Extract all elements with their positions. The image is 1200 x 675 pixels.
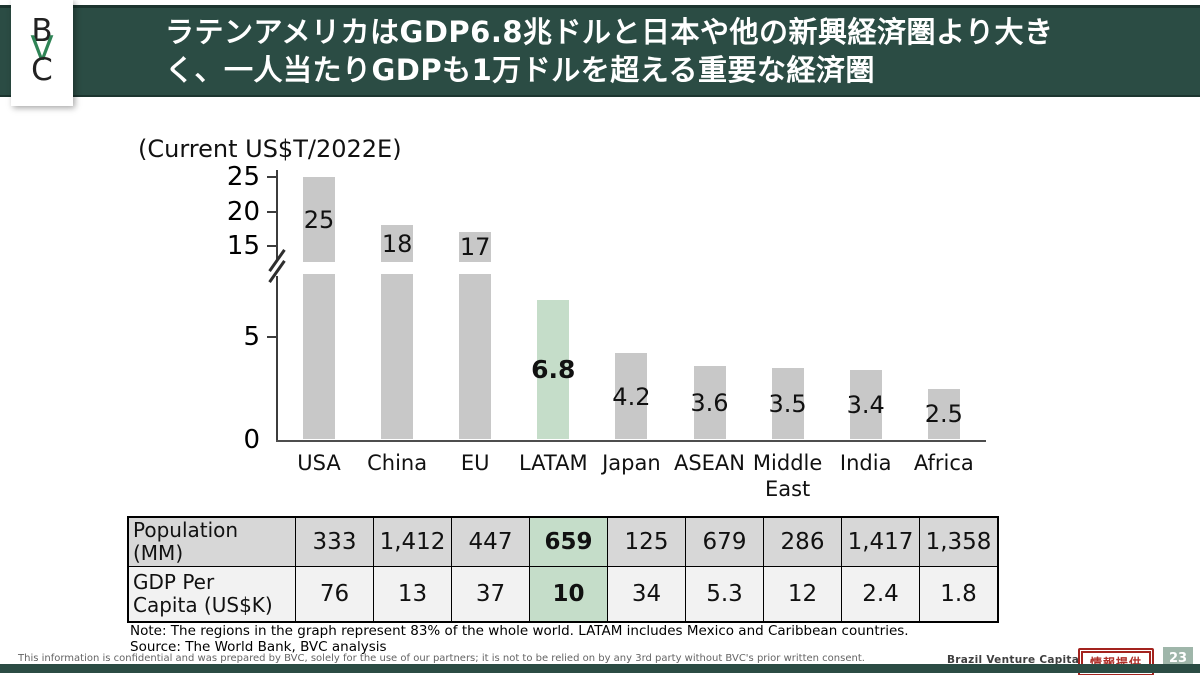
bar-top-segment [303,177,335,262]
table-cell: 13 [373,566,452,623]
logo-letter-b: B [31,13,53,49]
table-cell: 34 [607,566,686,623]
bottom-bar [0,664,1200,673]
category-label: China [367,451,428,475]
table-cell: 12 [763,566,842,623]
table-cell: 286 [763,516,842,567]
table-cell: 76 [295,566,374,623]
company-name: Brazil Venture Capital [947,654,1084,666]
bar-value-label: 3.5 [768,389,807,418]
slide-title-line2: く、一人当たりGDPも1万ドルを超える重要な経済圏 [165,53,875,87]
bar-bottom-segment [459,274,492,439]
table-cell: 1.8 [919,566,999,623]
table-cell: 2.4 [841,566,920,623]
category-label: Africa [913,451,974,475]
chart-note: Note: The regions in the graph represent… [130,623,909,639]
table-cell: 679 [685,516,764,567]
bar-value-label: 3.6 [690,388,729,417]
bar-value-label: 6.8 [531,354,576,384]
category-label: ASEAN [673,451,746,475]
bar-value-label: 3.4 [846,390,885,419]
y-tick-label: 15 [226,231,260,261]
page-number: 23 [1163,647,1193,669]
category-label: LATAM [518,451,588,475]
bar-value-label: 18 [381,229,413,258]
table-row-header: GDP Per Capita (US$K) [127,566,296,623]
category-label: USA [297,451,341,475]
bar-value-label: 25 [303,205,335,234]
y-tick-label: 25 [226,162,260,192]
confidentiality-disclaimer: This information is confidential and was… [18,653,865,664]
chart-unit-label: (Current US$T/2022E) [138,135,402,163]
bar-top-segment [381,225,414,262]
table-cell: 333 [295,516,374,567]
chart-source: Source: The World Bank, BVC analysis [130,639,387,655]
y-tick-label: 20 [226,196,260,227]
table-cell: 125 [607,516,686,567]
y-axis-lower-segment [276,276,278,442]
y-tick-mark [267,336,276,338]
bar-value-label: 4.2 [612,382,651,411]
bar [771,367,804,439]
category-label: India [839,451,892,475]
y-tick-mark [267,210,276,213]
bar [927,388,960,439]
bar [615,353,648,439]
table-row: GDP Per Capita (US$K) 76 13 37 10 34 5.3 12 2.4 1… [127,566,999,623]
bar-value-label: 2.5 [924,400,963,429]
category-label: EU [460,451,490,475]
slide-title: ラテンアメリカはGDP6.8兆ドルと日本や他の新興経済圏より大き く、一人当たり… [165,13,1053,89]
bar-top-segment [459,232,492,262]
bar [537,299,570,439]
logo-letter-c: C [31,52,53,88]
y-axis-upper-segment [276,170,278,260]
y-tick-label: 5 [243,322,260,352]
y-tick-mark [267,245,276,247]
bvc-logo: B V C [11,0,73,106]
table-cell: 10 [529,566,608,623]
table-row-header: Population (MM) [127,516,296,567]
table-cell: 37 [451,566,530,623]
table-cell: 1,417 [841,516,920,567]
bar [693,365,726,439]
category-label: Japan [602,451,661,475]
bar [849,369,882,439]
summary-table: Population (MM) 333 1,412 447 659 125 679 286 1,… [127,516,999,623]
table-cell: 659 [529,516,608,567]
category-label: Middle East [752,451,823,501]
table-cell: 1,358 [919,516,999,567]
logo-letter-v: V [30,29,54,69]
slide-title-line1: ラテンアメリカはGDP6.8兆ドルと日本や他の新興経済圏より大き [165,15,1054,49]
table-cell: 447 [451,516,530,567]
table-cell: 1,412 [373,516,452,567]
y-tick-label: 0 [243,425,260,455]
bar-value-label: 17 [459,233,491,262]
table-cell: 5.3 [685,566,764,623]
bar-bottom-segment [381,274,414,439]
x-axis-line [276,440,986,442]
y-tick-mark [267,176,276,178]
header-band [0,5,1200,97]
bar-bottom-segment [303,274,335,439]
table-row: Population (MM) 333 1,412 447 659 125 679 286 1,… [127,516,999,567]
